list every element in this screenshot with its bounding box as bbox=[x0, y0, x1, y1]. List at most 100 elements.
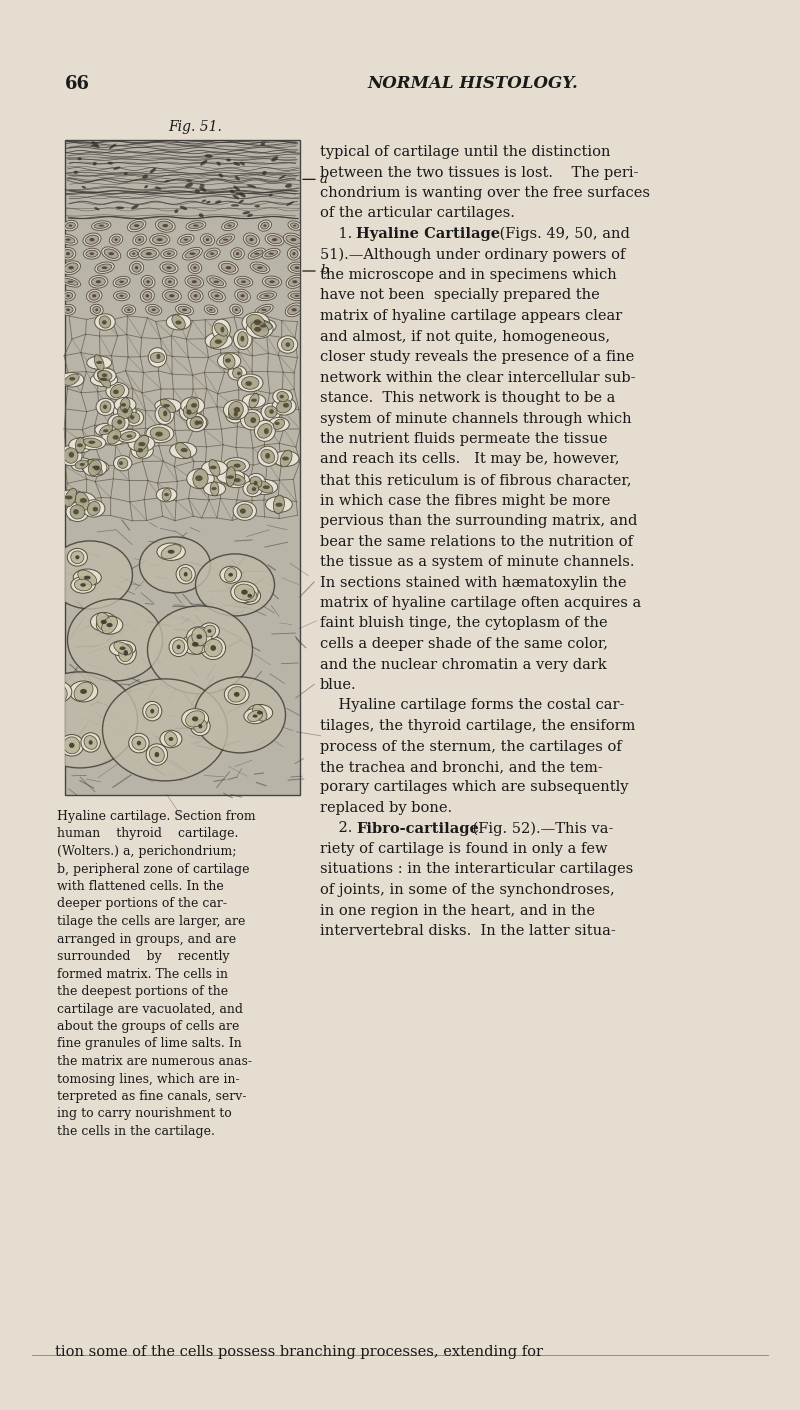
Ellipse shape bbox=[291, 309, 297, 312]
Text: the microscope and in specimens which: the microscope and in specimens which bbox=[320, 268, 617, 282]
Ellipse shape bbox=[186, 711, 205, 728]
Ellipse shape bbox=[78, 570, 97, 585]
Text: between the two tissues is lost.    The peri-: between the two tissues is lost. The per… bbox=[320, 165, 638, 179]
Ellipse shape bbox=[217, 470, 245, 484]
Ellipse shape bbox=[264, 429, 269, 434]
Ellipse shape bbox=[234, 584, 254, 601]
Ellipse shape bbox=[186, 398, 199, 413]
Ellipse shape bbox=[210, 309, 213, 310]
Ellipse shape bbox=[166, 252, 171, 255]
Ellipse shape bbox=[65, 488, 77, 508]
Ellipse shape bbox=[294, 295, 299, 298]
Ellipse shape bbox=[218, 261, 238, 275]
Ellipse shape bbox=[193, 416, 203, 429]
Ellipse shape bbox=[155, 405, 174, 424]
Ellipse shape bbox=[95, 309, 98, 312]
Ellipse shape bbox=[238, 200, 244, 203]
Ellipse shape bbox=[66, 238, 70, 241]
Ellipse shape bbox=[217, 234, 234, 245]
Ellipse shape bbox=[89, 292, 99, 300]
Ellipse shape bbox=[134, 436, 149, 451]
Ellipse shape bbox=[94, 465, 100, 471]
Ellipse shape bbox=[203, 235, 212, 244]
Ellipse shape bbox=[226, 158, 231, 162]
Ellipse shape bbox=[81, 733, 100, 752]
Ellipse shape bbox=[172, 314, 186, 330]
Ellipse shape bbox=[102, 429, 126, 446]
Ellipse shape bbox=[151, 309, 156, 312]
Ellipse shape bbox=[294, 266, 299, 269]
Ellipse shape bbox=[260, 324, 266, 327]
Ellipse shape bbox=[292, 281, 298, 283]
Ellipse shape bbox=[69, 743, 74, 747]
Ellipse shape bbox=[263, 224, 266, 227]
Text: bear the same relations to the nutrition of: bear the same relations to the nutrition… bbox=[320, 534, 633, 548]
Ellipse shape bbox=[94, 314, 115, 330]
Ellipse shape bbox=[263, 485, 270, 489]
Ellipse shape bbox=[286, 303, 303, 317]
Ellipse shape bbox=[117, 430, 140, 443]
Ellipse shape bbox=[190, 417, 203, 429]
Ellipse shape bbox=[142, 701, 162, 721]
Ellipse shape bbox=[204, 248, 220, 259]
Ellipse shape bbox=[93, 306, 101, 313]
Text: and reach its cells.   It may be, however,: and reach its cells. It may be, however, bbox=[320, 453, 619, 467]
Ellipse shape bbox=[242, 393, 266, 407]
Ellipse shape bbox=[140, 289, 154, 302]
Ellipse shape bbox=[71, 458, 92, 471]
Ellipse shape bbox=[251, 321, 269, 337]
Ellipse shape bbox=[179, 567, 192, 581]
Ellipse shape bbox=[130, 261, 144, 274]
Ellipse shape bbox=[286, 202, 294, 206]
Ellipse shape bbox=[61, 235, 75, 243]
Ellipse shape bbox=[88, 440, 95, 444]
Ellipse shape bbox=[150, 747, 164, 763]
Ellipse shape bbox=[290, 223, 299, 228]
Ellipse shape bbox=[195, 189, 200, 193]
Ellipse shape bbox=[246, 314, 265, 331]
Ellipse shape bbox=[209, 460, 220, 477]
Ellipse shape bbox=[94, 355, 104, 371]
Ellipse shape bbox=[84, 575, 90, 580]
Ellipse shape bbox=[234, 309, 238, 312]
Ellipse shape bbox=[86, 289, 102, 302]
Ellipse shape bbox=[190, 264, 199, 272]
Ellipse shape bbox=[254, 481, 258, 485]
Ellipse shape bbox=[234, 276, 253, 288]
Ellipse shape bbox=[286, 235, 301, 244]
Ellipse shape bbox=[103, 405, 107, 409]
Ellipse shape bbox=[127, 309, 130, 312]
Ellipse shape bbox=[114, 166, 121, 169]
Ellipse shape bbox=[165, 278, 174, 285]
Ellipse shape bbox=[101, 619, 107, 625]
Text: the nutrient fluids permeate the tissue: the nutrient fluids permeate the tissue bbox=[320, 431, 607, 446]
Ellipse shape bbox=[234, 478, 241, 482]
Ellipse shape bbox=[165, 180, 170, 182]
Ellipse shape bbox=[289, 278, 301, 286]
Ellipse shape bbox=[63, 220, 78, 231]
Ellipse shape bbox=[186, 220, 206, 231]
Ellipse shape bbox=[138, 441, 146, 447]
Ellipse shape bbox=[168, 550, 174, 554]
Ellipse shape bbox=[88, 460, 102, 475]
Ellipse shape bbox=[229, 402, 243, 419]
Ellipse shape bbox=[135, 266, 138, 269]
Ellipse shape bbox=[262, 171, 266, 175]
Ellipse shape bbox=[290, 264, 303, 271]
Ellipse shape bbox=[102, 374, 107, 376]
Ellipse shape bbox=[211, 292, 223, 300]
Text: chondrium is wanting over the free surfaces: chondrium is wanting over the free surfa… bbox=[320, 186, 650, 200]
Ellipse shape bbox=[95, 423, 118, 436]
Ellipse shape bbox=[181, 398, 205, 415]
Ellipse shape bbox=[66, 309, 70, 312]
Ellipse shape bbox=[54, 689, 61, 695]
Ellipse shape bbox=[155, 219, 175, 233]
Ellipse shape bbox=[70, 551, 84, 564]
Ellipse shape bbox=[272, 398, 296, 415]
Ellipse shape bbox=[70, 505, 85, 519]
Ellipse shape bbox=[282, 457, 289, 461]
Ellipse shape bbox=[262, 276, 282, 288]
Ellipse shape bbox=[63, 306, 73, 313]
Ellipse shape bbox=[96, 361, 102, 364]
Ellipse shape bbox=[166, 266, 171, 269]
